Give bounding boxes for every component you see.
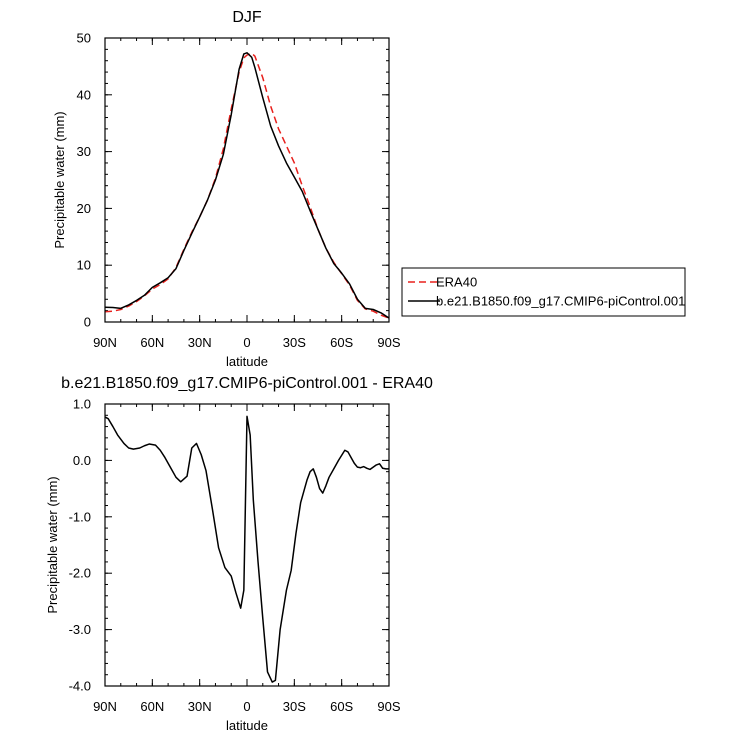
x-axis-label: latitude [226,354,268,369]
y-tick-label: 10 [77,258,91,273]
plot-frame [104,403,390,687]
x-tick-label: 90N [93,699,117,714]
y-tick-label: -1.0 [69,509,91,524]
y-tick-label: 1.0 [73,397,91,412]
chart-title: DJF [232,9,262,26]
x-tick-label: 60N [140,699,164,714]
series-line-difference [105,415,389,683]
x-tick-label: 60S [330,699,353,714]
y-tick-label: 30 [77,144,91,159]
mean-panel: DJF 90N 60N 30N 0 30S 60S 90S 0 10 20 30 40 50 latitud… [52,9,686,369]
x-tick-label: 0 [243,335,250,350]
x-tick-label: 90N [93,335,117,350]
y-tick-label: -2.0 [69,566,91,581]
y-tick-label: 20 [77,201,91,216]
x-axis-label: latitude [226,718,268,733]
legend-label: ERA40 [436,275,477,290]
x-tick-label: 30S [283,699,306,714]
x-tick-label: 30S [283,335,306,350]
x-tick-label: 60N [140,335,164,350]
difference-panel: b.e21.B1850.f09_g17.CMIP6-piControl.001 … [45,375,433,733]
y-tick-label: 50 [77,31,91,46]
y-axis-label: Precipitable water (mm) [45,476,60,613]
y-tick-label: 0.0 [73,453,91,468]
x-tick-label: 30N [188,335,212,350]
series-line-b-e21-b1850-f09-g17-cmip6-picontrol-001 [105,52,389,319]
y-axis-label: Precipitable water (mm) [52,111,67,248]
x-tick-label: 30N [188,699,212,714]
series-line-era40 [105,52,389,319]
y-tick-label: 0 [84,315,91,330]
x-tick-label: 0 [243,699,250,714]
chart-title: b.e21.B1850.f09_g17.CMIP6-piControl.001 … [61,375,433,392]
legend-box [401,267,686,317]
plot-frame [104,37,390,323]
y-tick-label: 40 [77,87,91,102]
x-tick-label: 90S [377,699,400,714]
x-tick-label: 90S [377,335,400,350]
x-tick-label: 60S [330,335,353,350]
legend-label: b.e21.B1850.f09_g17.CMIP6-piControl.001 [436,294,685,309]
y-tick-label: -3.0 [69,622,91,637]
y-tick-label: -4.0 [69,679,91,694]
